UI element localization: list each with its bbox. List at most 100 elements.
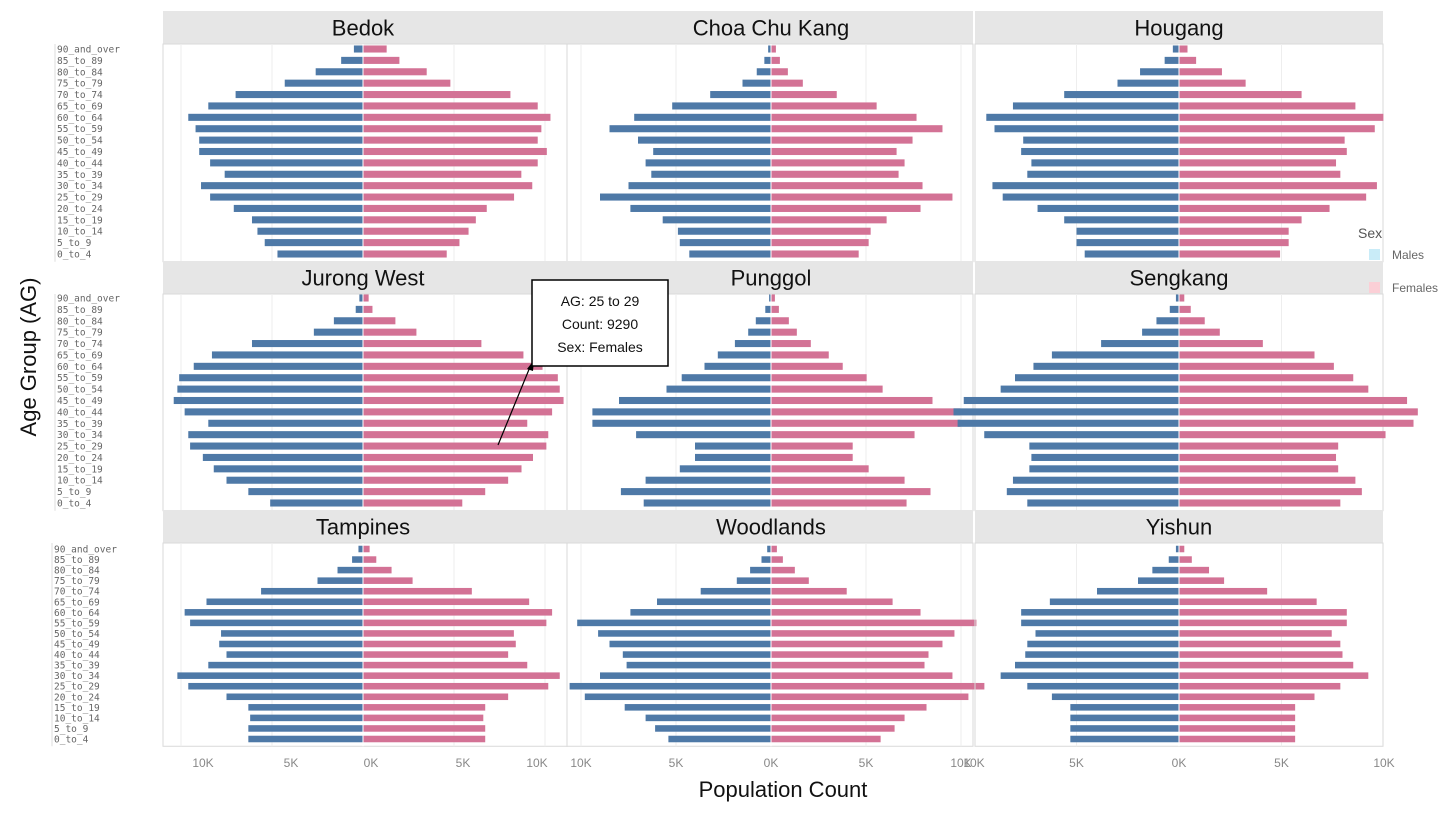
bar-male[interactable] <box>1117 79 1180 87</box>
bar-female[interactable] <box>363 182 533 190</box>
bar-male[interactable] <box>1101 340 1179 348</box>
bar-male[interactable] <box>957 419 1179 427</box>
bar-male[interactable] <box>201 182 363 190</box>
bar-female[interactable] <box>771 419 961 427</box>
bar-female[interactable] <box>363 651 509 658</box>
bar-male[interactable] <box>1156 317 1179 325</box>
bar-male[interactable] <box>359 294 363 302</box>
bar-female[interactable] <box>1179 577 1225 584</box>
bar-male[interactable] <box>592 419 771 427</box>
bar-male[interactable] <box>226 476 364 484</box>
bar-female[interactable] <box>1179 714 1296 722</box>
bar-female[interactable] <box>1179 682 1341 690</box>
bar-female[interactable] <box>1179 182 1377 190</box>
bar-male[interactable] <box>358 545 363 553</box>
bar-male[interactable] <box>188 431 363 439</box>
bar-female[interactable] <box>1179 328 1220 336</box>
bar-female[interactable] <box>771 640 943 648</box>
bar-female[interactable] <box>363 556 377 563</box>
bar-male[interactable] <box>210 159 363 167</box>
bar-female[interactable] <box>1179 619 1347 627</box>
bar-female[interactable] <box>771 396 933 405</box>
bar-female[interactable] <box>1179 704 1296 711</box>
bar-female[interactable] <box>771 630 955 637</box>
bar-female[interactable] <box>363 609 553 616</box>
bar-male[interactable] <box>994 125 1180 133</box>
bar-female[interactable] <box>363 79 451 87</box>
bar-female[interactable] <box>363 431 549 439</box>
bar-female[interactable] <box>1179 351 1315 359</box>
bar-male[interactable] <box>750 566 771 574</box>
bar-male[interactable] <box>653 147 771 156</box>
bar-male[interactable] <box>188 682 363 690</box>
bar-male[interactable] <box>645 159 771 167</box>
bar-male[interactable] <box>184 609 363 616</box>
bar-female[interactable] <box>771 587 847 595</box>
bar-female[interactable] <box>1179 735 1296 743</box>
bar-male[interactable] <box>657 598 771 606</box>
bar-male[interactable] <box>645 476 771 484</box>
bar-male[interactable] <box>233 204 363 212</box>
bar-female[interactable] <box>363 714 484 722</box>
bar-female[interactable] <box>771 170 899 178</box>
bar-male[interactable] <box>284 79 363 87</box>
bar-female[interactable] <box>363 204 487 212</box>
bar-male[interactable] <box>1029 465 1179 473</box>
bar-male[interactable] <box>600 193 771 201</box>
bar-female[interactable] <box>363 465 522 473</box>
bar-male[interactable] <box>1084 250 1179 258</box>
bar-female[interactable] <box>363 396 564 405</box>
bar-female[interactable] <box>1179 609 1347 616</box>
bar-male[interactable] <box>264 239 363 247</box>
bar-male[interactable] <box>592 408 771 416</box>
bar-male[interactable] <box>963 396 1179 405</box>
bar-female[interactable] <box>363 68 427 76</box>
bar-female[interactable] <box>771 693 969 701</box>
bar-female[interactable] <box>363 113 551 121</box>
bar-male[interactable] <box>624 704 771 711</box>
bar-female[interactable] <box>771 488 931 496</box>
bar-female[interactable] <box>1179 91 1302 99</box>
bar-female[interactable] <box>363 125 542 133</box>
bar-male[interactable] <box>313 328 363 336</box>
bar-female[interactable] <box>363 725 486 732</box>
bar-female[interactable] <box>363 587 472 595</box>
bar-female[interactable] <box>771 725 895 732</box>
bar-female[interactable] <box>363 442 547 450</box>
bar-male[interactable] <box>630 204 771 212</box>
bar-female[interactable] <box>363 693 509 701</box>
bar-male[interactable] <box>700 587 771 595</box>
bar-female[interactable] <box>771 68 788 76</box>
bar-male[interactable] <box>1064 216 1179 224</box>
bar-female[interactable] <box>363 317 396 325</box>
bar-female[interactable] <box>771 577 809 584</box>
bar-female[interactable] <box>363 640 516 648</box>
bar-male[interactable] <box>352 556 363 563</box>
bar-female[interactable] <box>1179 693 1315 701</box>
bar-male[interactable] <box>662 216 771 224</box>
bar-female[interactable] <box>771 239 869 247</box>
bar-female[interactable] <box>1179 408 1418 416</box>
bar-male[interactable] <box>1021 609 1179 616</box>
bar-female[interactable] <box>771 735 881 743</box>
bar-female[interactable] <box>771 79 803 87</box>
bar-female[interactable] <box>771 340 811 348</box>
bar-male[interactable] <box>643 499 771 507</box>
bar-female[interactable] <box>1179 442 1339 450</box>
bar-male[interactable] <box>609 125 772 133</box>
bar-male[interactable] <box>986 113 1179 121</box>
bar-male[interactable] <box>734 340 771 348</box>
bar-female[interactable] <box>363 598 530 606</box>
bar-male[interactable] <box>672 102 771 110</box>
bar-male[interactable] <box>1021 147 1179 156</box>
bar-male[interactable] <box>638 136 771 144</box>
bar-female[interactable] <box>363 239 460 247</box>
bar-female[interactable] <box>363 193 515 201</box>
bar-male[interactable] <box>1070 714 1179 722</box>
bar-female[interactable] <box>363 374 558 382</box>
bar-female[interactable] <box>771 465 869 473</box>
bar-male[interactable] <box>1172 45 1179 53</box>
bar-male[interactable] <box>1142 328 1179 336</box>
bar-male[interactable] <box>1049 598 1179 606</box>
bar-female[interactable] <box>363 227 469 235</box>
